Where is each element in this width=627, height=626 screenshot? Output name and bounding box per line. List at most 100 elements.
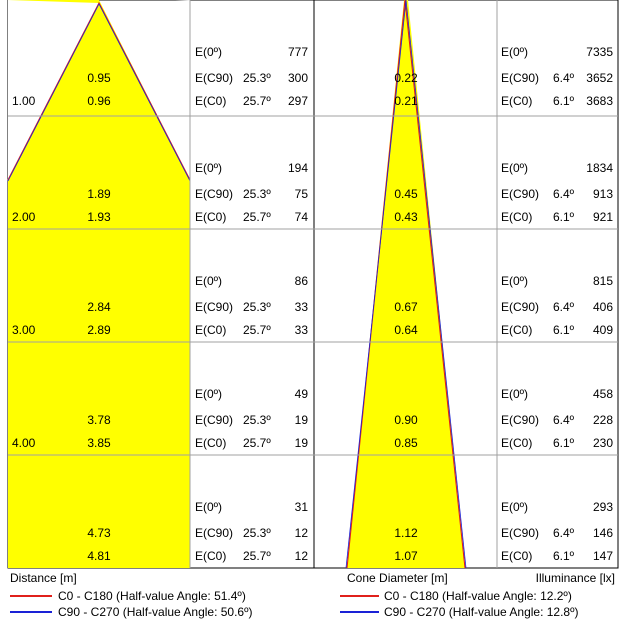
right-e0-value: 815 — [593, 274, 613, 288]
left-cone-diameter-c90: 2.89 — [87, 323, 111, 337]
left-ec90-label: E(C90) — [195, 187, 233, 201]
right-ec0-label: E(C0) — [501, 323, 532, 337]
right-e0-label: E(0º) — [501, 45, 528, 59]
right-ec90-value: 228 — [593, 413, 613, 427]
right-ec90-label: E(C90) — [501, 526, 539, 540]
left-e0-label: E(0º) — [195, 274, 222, 288]
right-ec90-value: 913 — [593, 187, 613, 201]
left-ec0-angle: 25.7º — [243, 210, 271, 224]
left-e0-label: E(0º) — [195, 500, 222, 514]
distance-label: 1.00 — [12, 94, 36, 108]
right-cone-diameter-c0: 0.67 — [394, 300, 418, 314]
left-ec0-label: E(C0) — [195, 94, 226, 108]
distance-label: 2.00 — [12, 210, 36, 224]
left-e0-value: 86 — [295, 274, 309, 288]
left-cone-diameter-c0: 0.95 — [87, 71, 111, 85]
rows-layer: 0.95 0.96 1.00 E(0º) 777 E(C90) 25.3º 300 E(C0) 2… — [12, 45, 613, 563]
right-e0-label: E(0º) — [501, 274, 528, 288]
left-ec90-angle: 25.3º — [243, 413, 271, 427]
left-ec90-label: E(C90) — [195, 526, 233, 540]
left-cone-diameter-c0: 1.89 — [87, 187, 111, 201]
right-ec0-angle: 6.1º — [553, 323, 575, 337]
cone-diameter-label: Cone Diameter [m] — [347, 571, 448, 585]
legend-left-c0-label: C0 - C180 (Half-value Angle: 51.4º) — [58, 589, 246, 603]
right-e0-value: 293 — [593, 500, 613, 514]
left-ec90-label: E(C90) — [195, 300, 233, 314]
left-ec0-label: E(C0) — [195, 210, 226, 224]
right-ec0-label: E(C0) — [501, 210, 532, 224]
right-e0-value: 1834 — [586, 161, 613, 175]
right-ec90-value: 406 — [593, 300, 613, 314]
right-ec0-value: 147 — [593, 549, 613, 563]
left-ec0-label: E(C0) — [195, 436, 226, 450]
right-cone-diameter-c90: 0.43 — [394, 210, 418, 224]
distance-label: 3.00 — [12, 323, 36, 337]
grid-lines — [8, 115, 618, 456]
left-e0-value: 31 — [295, 500, 309, 514]
right-cone-outline-c90 — [345, 0, 467, 569]
left-cone-outline-c0 — [7, 1, 191, 181]
left-ec90-label: E(C90) — [195, 71, 233, 85]
right-ec0-value: 921 — [593, 210, 613, 224]
right-cone-diameter-c90: 0.85 — [394, 436, 418, 450]
right-ec90-angle: 6.4º — [553, 187, 575, 201]
left-e0-value: 777 — [288, 45, 308, 59]
right-ec0-label: E(C0) — [501, 436, 532, 450]
right-ec90-value: 146 — [593, 526, 613, 540]
left-cone-diameter-c0: 2.84 — [87, 300, 111, 314]
right-ec90-label: E(C90) — [501, 300, 539, 314]
left-ec0-value: 33 — [295, 323, 309, 337]
left-cone-diameter-c90: 3.85 — [87, 436, 111, 450]
left-ec90-value: 19 — [295, 413, 309, 427]
left-ec0-angle: 25.7º — [243, 436, 271, 450]
right-ec0-angle: 6.1º — [553, 94, 575, 108]
left-ec0-angle: 25.7º — [243, 94, 271, 108]
left-e0-label: E(0º) — [195, 387, 222, 401]
right-e0-label: E(0º) — [501, 387, 528, 401]
right-ec0-angle: 6.1º — [553, 436, 575, 450]
right-ec90-angle: 6.4º — [553, 300, 575, 314]
right-cone-diameter-c0: 0.90 — [394, 413, 418, 427]
right-ec0-label: E(C0) — [501, 94, 532, 108]
right-cone-diameter-c0: 0.22 — [394, 71, 418, 85]
right-cone-fill — [347, 0, 465, 568]
illuminance-label: Illuminance [lx] — [536, 571, 615, 585]
right-ec0-angle: 6.1º — [553, 549, 575, 563]
left-ec90-angle: 25.3º — [243, 526, 271, 540]
right-cone-diameter-c90: 1.07 — [394, 549, 418, 563]
left-ec0-label: E(C0) — [195, 323, 226, 337]
left-cone-diameter-c0: 3.78 — [87, 413, 111, 427]
right-ec90-angle: 6.4º — [553, 526, 575, 540]
left-ec90-value: 33 — [295, 300, 309, 314]
right-ec90-angle: 6.4º — [553, 71, 575, 85]
left-cone-mask-right — [101, 0, 190, 180]
left-ec90-label: E(C90) — [195, 413, 233, 427]
right-e0-label: E(0º) — [501, 500, 528, 514]
right-ec90-label: E(C90) — [501, 187, 539, 201]
right-e0-value: 7335 — [586, 45, 613, 59]
left-cone-diameter-c90: 1.93 — [87, 210, 111, 224]
left-cone-diameter-c90: 0.96 — [87, 94, 111, 108]
right-ec90-label: E(C90) — [501, 71, 539, 85]
left-ec0-value: 297 — [288, 94, 308, 108]
left-ec90-angle: 25.3º — [243, 300, 271, 314]
right-ec90-value: 3652 — [586, 71, 613, 85]
right-ec0-value: 230 — [593, 436, 613, 450]
right-e0-label: E(0º) — [501, 161, 528, 175]
left-ec90-angle: 25.3º — [243, 187, 271, 201]
right-ec90-label: E(C90) — [501, 413, 539, 427]
left-cone-diameter-c90: 4.81 — [87, 549, 111, 563]
left-ec0-value: 19 — [295, 436, 309, 450]
right-e0-value: 458 — [593, 387, 613, 401]
left-ec0-angle: 25.7º — [243, 323, 271, 337]
left-e0-label: E(0º) — [195, 161, 222, 175]
right-ec90-angle: 6.4º — [553, 413, 575, 427]
right-cone-diameter-c90: 0.64 — [394, 323, 418, 337]
left-cone-outline-c90 — [7, 3, 191, 182]
legend-right-c90-label: C90 - C270 (Half-value Angle: 12.8º) — [384, 605, 578, 619]
left-ec0-value: 74 — [295, 210, 309, 224]
right-ec0-value: 409 — [593, 323, 613, 337]
left-e0-label: E(0º) — [195, 45, 222, 59]
right-cone-diameter-c90: 0.21 — [394, 94, 418, 108]
